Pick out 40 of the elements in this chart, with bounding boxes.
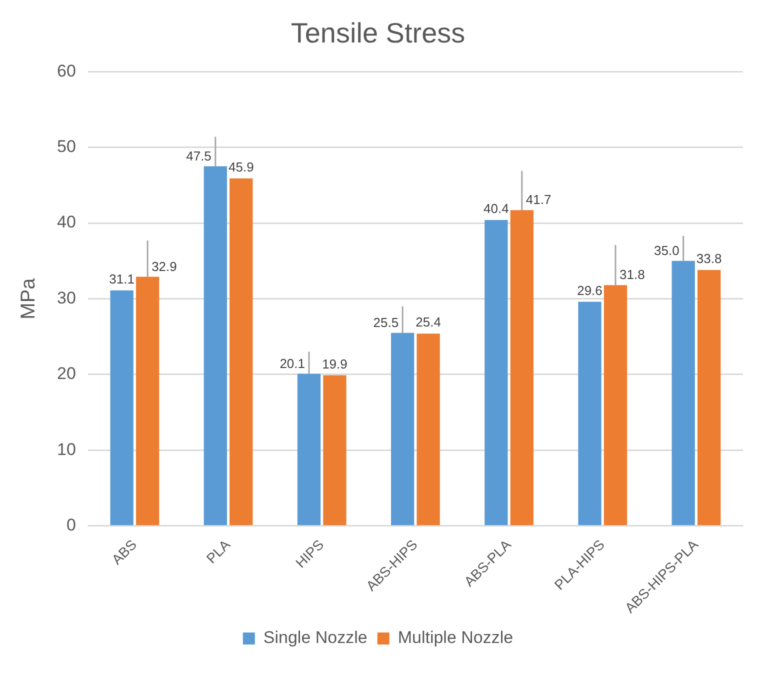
data-label: 41.7 bbox=[526, 192, 552, 208]
data-label: 31.8 bbox=[619, 267, 645, 282]
legend-label: Single Nozzle bbox=[263, 628, 368, 648]
bar bbox=[204, 166, 227, 526]
y-tick-label: 40 bbox=[56, 212, 76, 232]
data-label: 40.4 bbox=[484, 201, 509, 216]
data-label: 35.0 bbox=[654, 242, 680, 258]
y-tick-label: 10 bbox=[56, 440, 76, 459]
x-tick-label: PLA bbox=[203, 536, 234, 566]
bar bbox=[484, 220, 508, 526]
bar bbox=[323, 375, 346, 526]
bar bbox=[578, 302, 602, 526]
data-label: 33.8 bbox=[696, 251, 722, 266]
y-tick-label: 50 bbox=[56, 137, 76, 156]
data-label: 47.5 bbox=[186, 148, 212, 164]
bar bbox=[604, 285, 628, 526]
bar bbox=[136, 276, 160, 526]
data-label: 20.1 bbox=[280, 356, 305, 371]
bar bbox=[391, 332, 414, 526]
data-label: 45.9 bbox=[228, 159, 254, 174]
bar bbox=[297, 374, 321, 526]
bar bbox=[672, 260, 695, 526]
data-label: 32.9 bbox=[152, 258, 177, 274]
y-tick-label: 60 bbox=[56, 61, 76, 80]
chart-title: Tensile Stress bbox=[290, 18, 466, 49]
data-label: 25.4 bbox=[416, 314, 441, 330]
y-tick-label: 0 bbox=[66, 516, 76, 535]
data-label: 31.1 bbox=[109, 272, 134, 286]
data-label: 25.5 bbox=[373, 314, 399, 330]
y-axis-title: MPa bbox=[18, 277, 40, 320]
legend-label: Multiple Nozzle bbox=[398, 628, 514, 648]
bar bbox=[416, 334, 440, 526]
bar bbox=[230, 178, 253, 526]
data-label: 19.9 bbox=[322, 356, 348, 372]
bar bbox=[110, 290, 134, 526]
y-tick-label: 20 bbox=[56, 364, 76, 384]
bar bbox=[510, 210, 534, 526]
bar bbox=[697, 270, 721, 526]
y-tick-label: 30 bbox=[56, 288, 76, 308]
data-label: 29.6 bbox=[577, 282, 602, 298]
